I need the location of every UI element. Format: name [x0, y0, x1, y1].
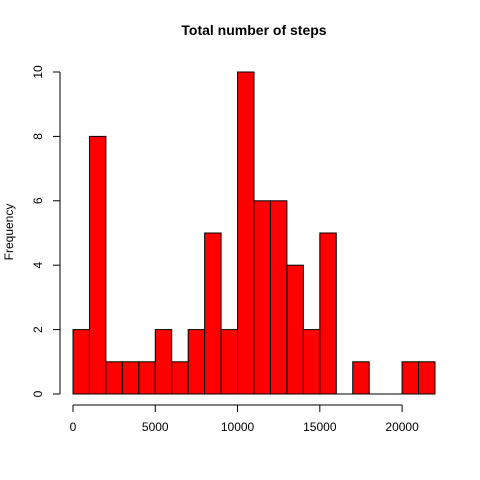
histogram-bar: [286, 264, 304, 395]
histogram-bar: [187, 329, 206, 395]
histogram-bar: [418, 361, 436, 395]
histogram-bar: [105, 361, 123, 395]
y-tick-label: 0: [31, 390, 45, 397]
y-axis: 0 2 4 6 8 10: [31, 65, 61, 397]
histogram-bar: [319, 232, 337, 395]
y-axis-label: Frequency: [2, 204, 16, 261]
histogram-bar: [138, 361, 156, 395]
histogram-bar: [88, 135, 107, 395]
histogram-bar: [204, 232, 222, 395]
histogram-bar: [352, 361, 370, 395]
histogram-bar: [269, 200, 288, 395]
x-tick-label: 15000: [303, 420, 337, 434]
x-tick-label: 10000: [221, 420, 255, 434]
x-tick-label: 5000: [142, 420, 169, 434]
histogram-bar: [121, 361, 140, 395]
y-tick-label: 4: [31, 262, 45, 269]
y-tick-label: 6: [31, 197, 45, 204]
y-tick-label: 2: [31, 326, 45, 333]
x-axis: 0 5000 10000 15000 20000: [70, 404, 419, 434]
histogram-bar: [401, 361, 420, 395]
histogram-bar: [171, 361, 189, 395]
histogram-bar: [237, 71, 255, 395]
y-tick-label: 10: [31, 65, 45, 79]
histogram-bar: [72, 329, 90, 395]
histogram-bar: [253, 200, 271, 395]
histogram-bar: [154, 329, 173, 395]
bars-group: [72, 71, 436, 395]
y-tick-label: 8: [31, 133, 45, 140]
histogram-bar: [302, 329, 321, 395]
chart-title: Total number of steps: [181, 22, 326, 38]
x-tick-label: 0: [70, 420, 77, 434]
histogram-bar: [220, 329, 239, 395]
x-tick-label: 20000: [385, 420, 419, 434]
